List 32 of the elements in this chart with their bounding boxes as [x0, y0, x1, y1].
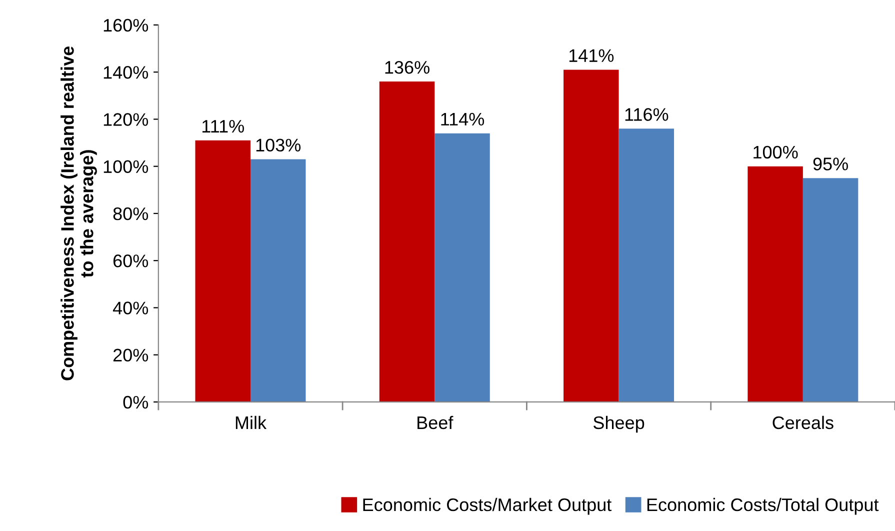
data-label: 136%: [385, 60, 430, 74]
legend-label: Economic Costs/Market Output: [363, 498, 612, 515]
y-tick-label: 60%: [113, 254, 148, 268]
y-tick-label: 120%: [104, 113, 148, 126]
data-label: 95%: [813, 158, 848, 170]
y-tick-label: 20%: [113, 348, 148, 362]
y-tick-label: 100%: [104, 160, 148, 174]
data-label: 111%: [202, 120, 244, 133]
x-tick-label: Beef: [418, 416, 454, 430]
bar: [379, 82, 435, 402]
y-tick-label: 0%: [123, 396, 148, 409]
y-tick-label: 140%: [104, 66, 148, 79]
bar: [195, 140, 250, 402]
y-tick-label: 80%: [113, 207, 148, 220]
y-tick-label: 40%: [112, 302, 148, 314]
bar: [618, 128, 674, 402]
data-label: 141%: [569, 49, 614, 62]
data-label: 114%: [441, 112, 484, 126]
x-tick-label: Cereals: [772, 416, 834, 430]
data-label: 116%: [625, 108, 668, 121]
data-label: 100%: [754, 146, 798, 159]
bar: [250, 159, 306, 402]
bar: [564, 70, 619, 402]
legend-label: Economic Costs/Total Output: [647, 498, 879, 515]
bar: [434, 133, 490, 402]
x-tick-label: Sheep: [594, 416, 644, 433]
y-tick-label: 160%: [104, 18, 148, 32]
x-tick-label: Milk: [236, 416, 267, 429]
y-axis-title: Competitiveness Index (Ireland realtive to the average): [60, 46, 97, 380]
bar: [748, 166, 803, 402]
bar: [802, 178, 858, 402]
data-label: 103%: [256, 138, 301, 152]
